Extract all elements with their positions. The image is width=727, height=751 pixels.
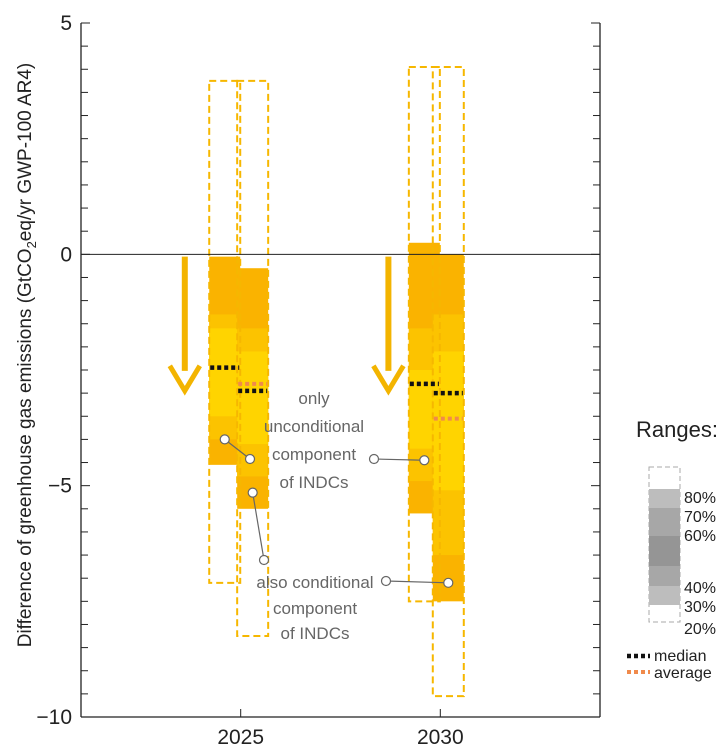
range-40-60-bar-3 [432, 351, 464, 491]
outline-layer [208, 65, 465, 698]
full-range-outline-3 [431, 65, 465, 698]
y-tick-label: 0 [60, 243, 72, 266]
callout-conditional-2030-leader [385, 580, 449, 584]
y-axis-title: Difference of greenhouse gas emissions (… [15, 63, 39, 648]
annotation-conditional-line: component [273, 599, 357, 618]
legend-median-label: median [654, 648, 706, 665]
legend-percentile-label: 30% [684, 599, 716, 616]
legend-percentile-label: 60% [684, 528, 716, 545]
full-range-outline-1 [236, 79, 270, 638]
y-tick-label: −5 [48, 475, 72, 498]
annotations-layer: only unconditional component of INDCs also c… [219, 389, 454, 643]
callout-conditional-2025-dot [247, 487, 258, 498]
callout-conditional-2025-leader [252, 492, 265, 561]
annotation-conditional-line: of INDCs [281, 624, 350, 643]
callout-unconditional-2025-dot [244, 453, 256, 465]
callout-conditional-2030-dot [380, 575, 392, 587]
axes-layer: 5 0 −5 −10 2025 2030 Difference of greenhouse … [15, 12, 601, 749]
legend-average-label: average [654, 665, 712, 682]
callout-unconditional-2025-leader [224, 438, 251, 460]
y-axis-title-part: Difference of greenhouse gas emissions (… [15, 248, 36, 647]
legend-percentile-label: 20% [684, 621, 716, 638]
y-tick-label: −10 [36, 706, 72, 729]
arrow-head-1 [371, 364, 406, 396]
y-axis-title-subscript: 2 [24, 241, 39, 248]
annotation-unconditional-line: unconditional [264, 417, 364, 436]
callout-unconditional-2030-leader [373, 458, 425, 461]
legend-percentile-label: 80% [684, 490, 716, 507]
y-axis-title-part: eq/yr GWP-100 AR4) [15, 63, 36, 241]
annotation-conditional-line: also conditional [256, 573, 373, 592]
statistics-marks-layer [210, 365, 463, 421]
range-40-60-bar-1 [237, 351, 269, 445]
annotation-unconditional-line: component [272, 445, 356, 464]
legend-percentile-label: 70% [684, 509, 716, 526]
callout-conditional-2030-dot [443, 577, 454, 588]
callout-conditional-2025-dot [258, 554, 270, 566]
annotation-unconditional-line: of INDCs [280, 473, 349, 492]
arrows-layer [167, 256, 406, 396]
arrow-head-0 [167, 364, 202, 396]
legend-title: Ranges: [636, 417, 718, 442]
full-range-outline-0 [208, 79, 242, 584]
callout-unconditional-2030-dot [368, 453, 380, 465]
callout-unconditional-2030-dot [419, 455, 430, 466]
y-tick-label: 5 [60, 12, 72, 35]
range-40-60-bar-0 [209, 328, 241, 417]
legend-percentile-label: 40% [684, 580, 716, 597]
x-tick-label: 2025 [217, 726, 264, 749]
x-tick-label: 2030 [417, 726, 464, 749]
full-range-outline-2 [407, 65, 441, 603]
legend-band-40-60 [649, 536, 680, 566]
callout-unconditional-2025-dot [219, 434, 230, 445]
annotation-unconditional-line: only [298, 389, 330, 408]
